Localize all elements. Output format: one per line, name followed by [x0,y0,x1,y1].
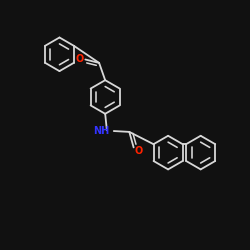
Text: O: O [75,54,84,64]
Text: NH: NH [94,126,110,136]
Text: O: O [135,146,143,156]
